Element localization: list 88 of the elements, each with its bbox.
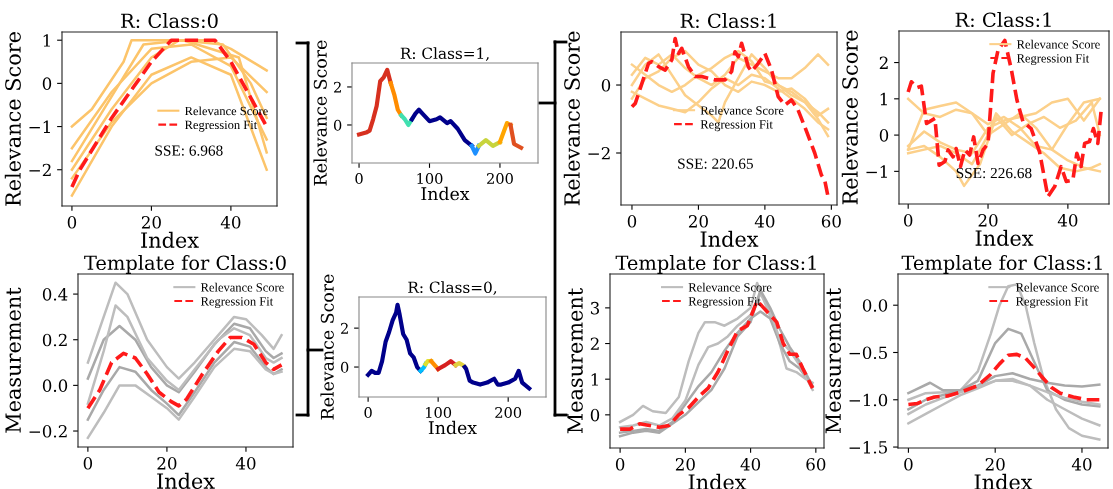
y-tick-label: 0.2: [42, 333, 67, 347]
x-tick-label: 100: [426, 406, 452, 419]
y-tick-label: 0: [879, 129, 889, 142]
x-tick-label: 20: [688, 215, 708, 228]
x-tick-label: 0: [355, 172, 363, 185]
y-tick-label: 0.4: [42, 288, 68, 301]
y-tick-label: 2: [590, 337, 599, 350]
y-tick-label: −1: [29, 120, 50, 133]
y-tick-label: 2: [879, 56, 888, 69]
x-tick-label: 0: [615, 458, 625, 471]
legend-label: Relevance Score: [1016, 39, 1100, 49]
x-axis-title: Index: [688, 473, 747, 489]
chart-title: R: Class:0: [121, 13, 218, 29]
legend-label: Regression Fit: [1016, 54, 1090, 66]
y-tick-label: 2: [340, 322, 348, 334]
x-tick-label: 0: [627, 215, 637, 228]
y-tick-label: 2: [333, 81, 341, 93]
chart-title: R: Class:1: [680, 13, 776, 29]
chart-title: Template for Class:1: [615, 255, 816, 274]
legend-label: Relevance Score: [700, 105, 784, 115]
y-axis-title: Relevance Score: [4, 32, 21, 206]
x-tick-label: 20: [675, 458, 695, 471]
x-tick-label: 40: [740, 458, 761, 471]
x-axis-title: Index: [975, 229, 1034, 246]
x-axis-title: Index: [428, 420, 477, 435]
x-axis-title: Index: [157, 472, 215, 489]
x-axis-title: Index: [141, 231, 199, 248]
x-tick-label: 60: [821, 215, 841, 228]
y-tick-label: 0: [340, 361, 349, 373]
x-tick-label: 0: [83, 457, 93, 470]
chart-title: R: Class=1,: [400, 47, 489, 61]
y-tick-label: 1: [43, 34, 50, 47]
annotation: SSE: 220.65: [678, 158, 753, 169]
y-tick-label: −1.0: [849, 393, 888, 407]
y-tick-label: 0: [42, 77, 52, 90]
x-tick-label: 20: [157, 457, 177, 470]
annotation: SSE: 226.68: [956, 167, 1032, 179]
x-tick-label: 100: [417, 172, 443, 185]
x-tick-label: 200: [487, 172, 513, 185]
y-tick-label: −1: [866, 165, 887, 178]
legend-label: Regression Fit: [700, 120, 773, 132]
y-tick-label: 3: [590, 301, 600, 315]
y-axis-title: Measurement: [5, 287, 21, 433]
x-tick-label: 20: [985, 458, 1005, 471]
x-axis-title: Index: [421, 186, 470, 201]
y-tick-label: 0.0: [862, 299, 888, 312]
y-axis-title: Relevance Score: [320, 274, 334, 420]
y-tick-label: −0.2: [29, 424, 67, 438]
y-tick-label: 0: [333, 119, 342, 131]
y-tick-label: −1.5: [849, 441, 887, 454]
legend-label: Relevance Score: [200, 282, 284, 292]
y-axis-title: Relevance Score: [841, 30, 858, 205]
y-tick-label: 1: [880, 92, 887, 106]
x-tick-label: 0: [903, 214, 913, 227]
x-axis-title: Index: [700, 230, 759, 247]
y-axis-title: Measurement: [825, 287, 841, 434]
x-tick-label: 40: [754, 215, 775, 228]
y-tick-label: 1: [591, 373, 598, 386]
x-tick-label: 40: [1071, 458, 1092, 471]
chart-title: Template for Class:0: [84, 255, 286, 274]
y-tick-label: −2: [588, 146, 610, 160]
y-axis-title: Relevance Score: [563, 31, 580, 206]
x-tick-label: 40: [220, 216, 241, 229]
legend-label: Regression Fit: [688, 297, 761, 309]
legend-label: Regression Fit: [1015, 297, 1089, 309]
chart-title: Template for Class:1: [901, 255, 1102, 274]
y-axis-title: Relevance Score: [313, 40, 327, 186]
y-tick-label: −0.5: [849, 346, 887, 360]
y-tick-label: 0.0: [42, 379, 68, 392]
x-tick-label: 0: [364, 406, 372, 419]
chart-title: R: Class:1: [955, 12, 1051, 28]
annotation: SSE: 6.968: [155, 145, 223, 156]
legend-label: Relevance Score: [1015, 282, 1099, 292]
x-tick-label: 0: [67, 216, 77, 229]
x-tick-label: 20: [141, 216, 161, 229]
x-tick-label: 60: [806, 458, 826, 471]
y-tick-label: −2: [29, 163, 51, 177]
x-tick-label: 40: [235, 457, 256, 470]
legend-label: Regression Fit: [200, 297, 274, 309]
x-tick-label: 0: [904, 458, 913, 471]
legend-label: Relevance Score: [184, 106, 268, 116]
y-axis-title: Measurement: [567, 287, 583, 434]
legend-label: Relevance Score: [688, 282, 772, 292]
x-axis-title: Index: [974, 473, 1033, 489]
x-tick-label: 20: [978, 214, 998, 227]
chart-title: R: Class=0,: [408, 281, 497, 295]
x-tick-label: 200: [495, 406, 522, 419]
x-tick-label: 40: [1057, 214, 1078, 227]
